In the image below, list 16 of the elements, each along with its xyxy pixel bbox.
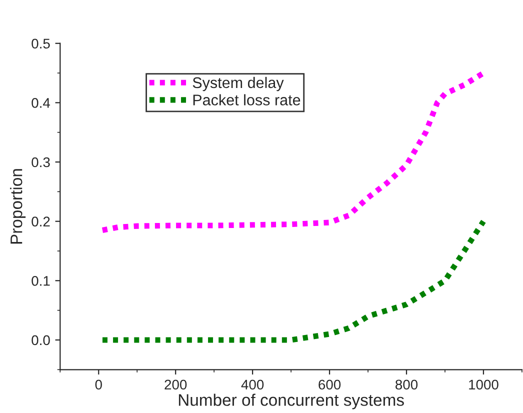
y-tick-label: 0.5: [32, 38, 50, 49]
legend-label: Packet loss rate: [193, 94, 300, 106]
y-tick-label: 0.0: [32, 335, 50, 346]
x-tick-label: 0: [95, 380, 102, 390]
y-tick-label: 0.1: [32, 276, 50, 286]
x-tick-label: 800: [396, 380, 418, 390]
x-tick-label: 200: [164, 380, 187, 390]
y-axis-title: Proportion: [10, 169, 26, 244]
y-tick-label: 0.4: [32, 98, 50, 108]
x-tick-label: 400: [241, 380, 264, 390]
x-axis-title: Number of concurrent systems: [178, 394, 404, 410]
y-tick-label: 0.2: [32, 216, 50, 226]
x-tick-label: 600: [318, 380, 341, 390]
y-tick-label: 0.3: [32, 157, 50, 168]
x-tick-label: 1000: [469, 380, 498, 390]
legend-label: System delay: [192, 76, 284, 92]
